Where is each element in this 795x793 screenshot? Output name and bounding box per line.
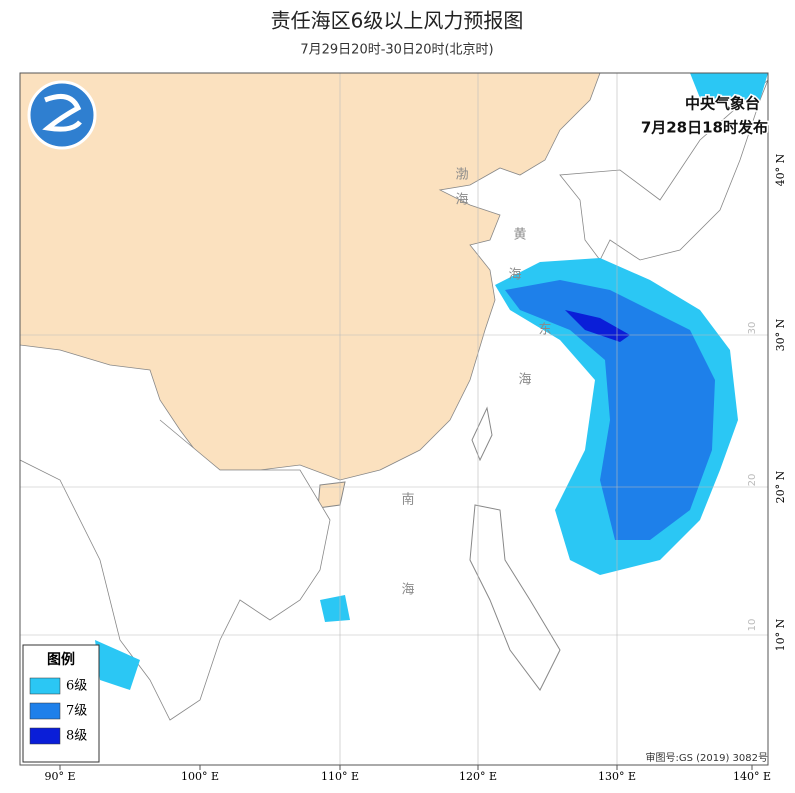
lon-label: 140° E: [733, 770, 771, 783]
map-body: [20, 73, 768, 765]
lon-label: 110° E: [321, 770, 359, 783]
lon-label: 130° E: [598, 770, 636, 783]
sea-label: 海: [518, 373, 531, 388]
korea-japan: [559, 79, 768, 261]
legend-label: 8级: [66, 729, 87, 744]
legend-title: 图例: [47, 651, 75, 668]
legend-swatch: [29, 727, 61, 745]
lat-label: 40° N: [774, 153, 787, 186]
legend-swatch: [29, 677, 61, 695]
china-land: [20, 73, 601, 481]
legend-label: 6级: [66, 679, 87, 694]
lat-label: 20° N: [774, 470, 787, 503]
logo-mark: [42, 93, 82, 132]
lat-label: 10° N: [774, 618, 787, 651]
grid-label: 10: [747, 619, 758, 632]
philippines: [469, 504, 561, 691]
lon-label: 100° E: [181, 770, 219, 783]
issuer-time: 7月28日18时发布: [641, 119, 768, 137]
grid-label: 20: [747, 474, 758, 487]
indochina: [20, 419, 331, 721]
issuer-name: 中央气象台: [685, 95, 760, 113]
approval: 审图号:GS (2019) 3082号: [645, 751, 768, 764]
subtitle: 7月29日20时-30日20时(北京时): [300, 43, 493, 58]
wind-7: [505, 280, 715, 540]
lat-label: 30° N: [774, 318, 787, 351]
frame: [19, 72, 769, 766]
legend-swatch: [29, 702, 61, 720]
sea-label: 海: [401, 583, 414, 598]
title: 责任海区6级以上风力预报图: [271, 9, 524, 33]
graticule: [20, 73, 768, 765]
lon-label: 120° E: [459, 770, 497, 783]
sea-label: 海: [455, 193, 468, 208]
sea-label: 海: [508, 268, 521, 283]
sea-label: 东: [538, 323, 551, 338]
sea-label: 南: [401, 492, 414, 508]
wind-8: [565, 310, 630, 342]
legend-label: 7级: [66, 704, 87, 719]
taiwan: [471, 406, 493, 462]
sea-label: 黄: [513, 228, 526, 243]
sea-label: 渤: [455, 167, 468, 183]
grid-label: 30: [747, 322, 758, 335]
lon-label: 90° E: [44, 770, 75, 783]
